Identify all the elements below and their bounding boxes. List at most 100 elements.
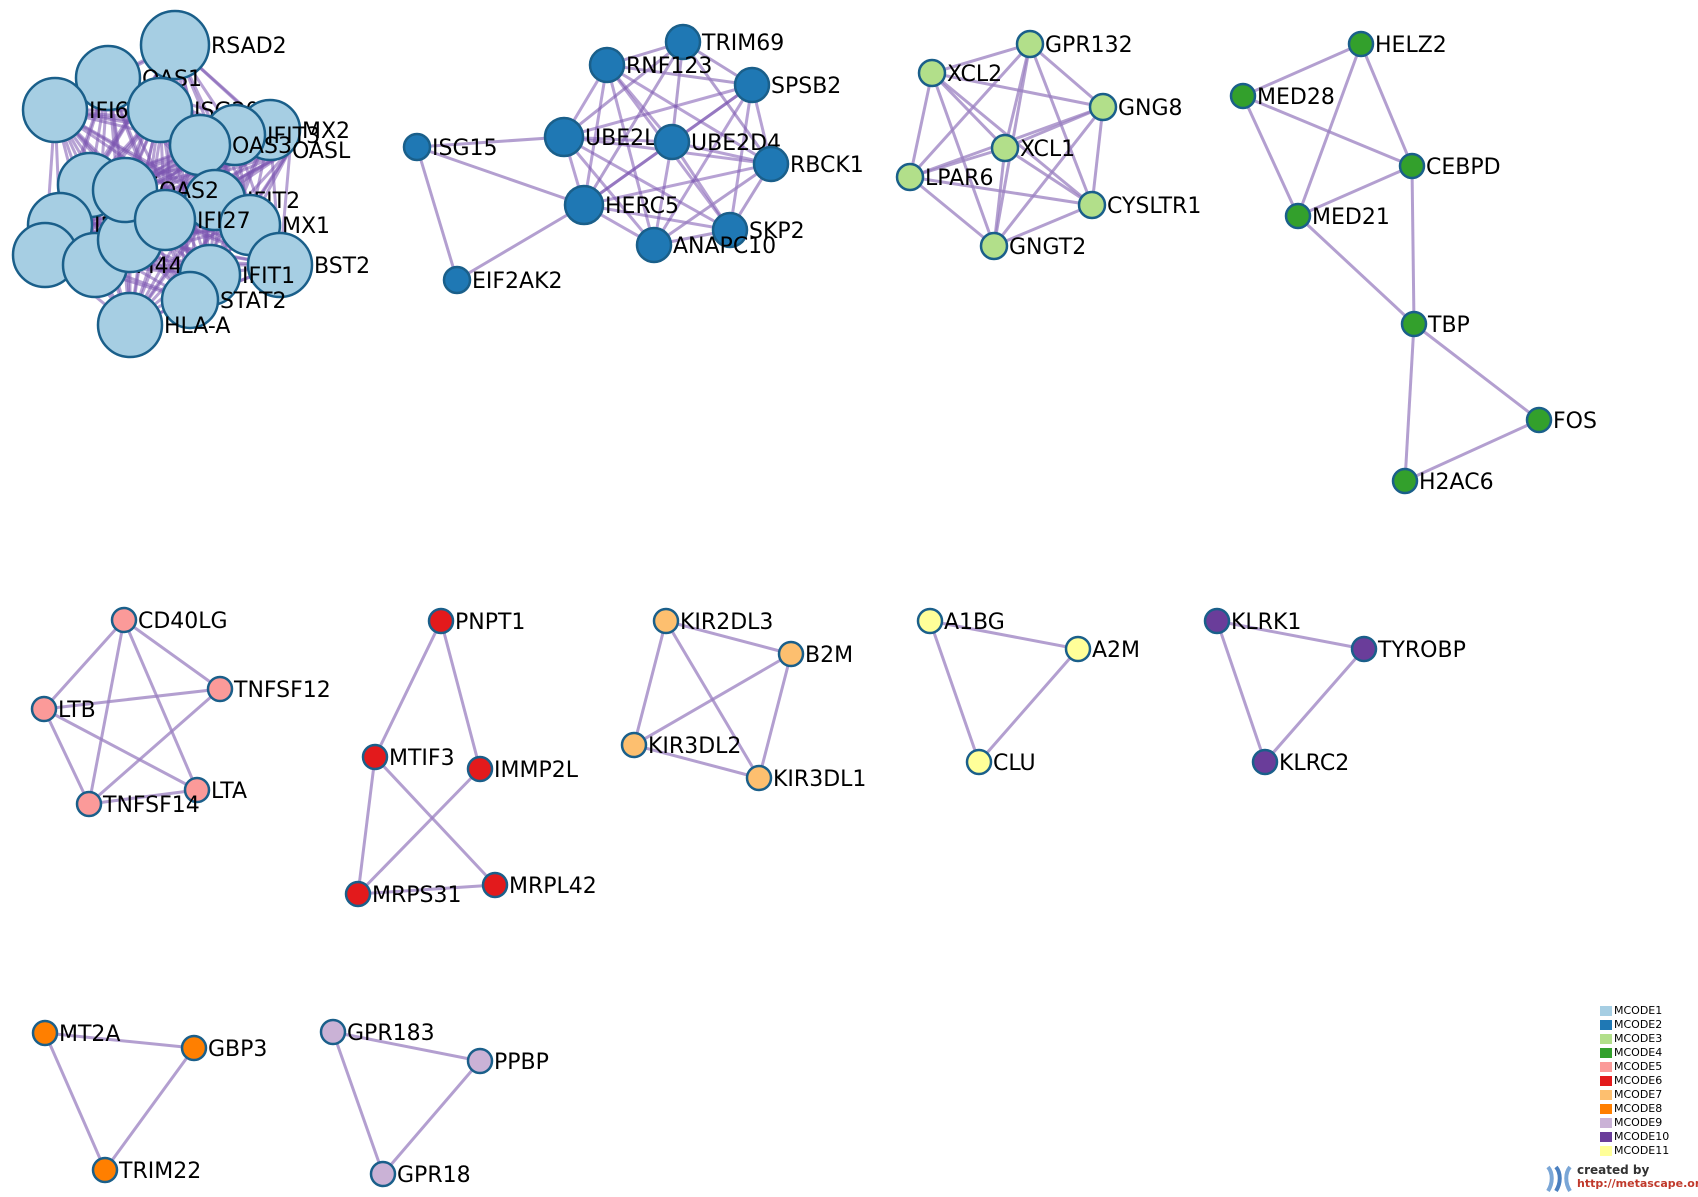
node-circle[interactable] xyxy=(543,116,585,158)
node-rbck1[interactable]: RBCK1 xyxy=(752,145,864,183)
node-cebpd[interactable]: CEBPD xyxy=(1398,152,1501,180)
node-circle[interactable] xyxy=(183,776,211,804)
node-circle[interactable] xyxy=(588,46,626,84)
node-pnpt1[interactable]: PNPT1 xyxy=(427,607,525,635)
node-ube2l6[interactable]: UBE2L6 xyxy=(543,116,670,158)
node-trim69[interactable]: TRIM69 xyxy=(664,23,784,61)
node-mtif3[interactable]: MTIF3 xyxy=(361,743,455,771)
node-lpar6[interactable]: LPAR6 xyxy=(895,162,993,192)
node-circle[interactable] xyxy=(1525,406,1553,434)
node-stat2[interactable]: STAT2 xyxy=(160,270,286,330)
node-circle[interactable] xyxy=(1350,635,1378,663)
node-circle[interactable] xyxy=(21,76,89,144)
node-ifi6[interactable]: IFI6 xyxy=(21,76,129,144)
node-circle[interactable] xyxy=(442,265,472,295)
node-circle[interactable] xyxy=(1398,152,1426,180)
node-gpr18[interactable]: GPR18 xyxy=(369,1160,471,1188)
node-circle[interactable] xyxy=(1284,202,1312,230)
node-circle[interactable] xyxy=(75,790,103,818)
node-xcl2[interactable]: XCL2 xyxy=(917,58,1002,88)
node-xcl1[interactable]: XCL1 xyxy=(990,133,1075,163)
node-circle[interactable] xyxy=(664,23,702,61)
node-ltb[interactable]: LTB xyxy=(30,695,96,723)
node-circle[interactable] xyxy=(133,188,197,252)
node-gngt2[interactable]: GNGT2 xyxy=(979,231,1086,261)
node-circle[interactable] xyxy=(1203,607,1231,635)
node-circle[interactable] xyxy=(1015,29,1045,59)
node-gbp3[interactable]: GBP3 xyxy=(180,1034,267,1062)
node-circle[interactable] xyxy=(733,66,771,104)
node-circle[interactable] xyxy=(979,231,1009,261)
node-circle[interactable] xyxy=(74,44,142,112)
node-oasl[interactable]: OASL xyxy=(292,139,351,164)
node-tnfsf12[interactable]: TNFSF12 xyxy=(206,675,331,703)
node-rnf123[interactable]: RNF123 xyxy=(588,46,712,84)
node-circle[interactable] xyxy=(110,606,138,634)
node-circle[interactable] xyxy=(563,184,605,226)
node-isg15[interactable]: ISG15 xyxy=(402,132,498,162)
node-circle[interactable] xyxy=(745,764,773,792)
node-circle[interactable] xyxy=(466,755,494,783)
node-rsad2[interactable]: RSAD2 xyxy=(139,9,287,81)
node-eif2ak2[interactable]: EIF2AK2 xyxy=(442,265,563,295)
node-helz2[interactable]: HELZ2 xyxy=(1347,30,1447,58)
node-tnfsf14[interactable]: TNFSF14 xyxy=(75,790,200,818)
node-circle[interactable] xyxy=(466,1047,494,1075)
node-skp2[interactable]: SKP2 xyxy=(711,211,805,249)
node-fos[interactable]: FOS xyxy=(1525,406,1597,434)
node-circle[interactable] xyxy=(1088,92,1118,122)
node-b2m[interactable]: B2M xyxy=(777,640,853,668)
node-circle[interactable] xyxy=(319,1018,347,1046)
node-circle[interactable] xyxy=(402,132,432,162)
node-circle[interactable] xyxy=(1229,82,1257,110)
node-gpr132[interactable]: GPR132 xyxy=(1015,29,1133,59)
node-gng8[interactable]: GNG8 xyxy=(1088,92,1183,122)
node-a2m[interactable]: A2M xyxy=(1064,635,1140,663)
node-circle[interactable] xyxy=(139,9,211,81)
node-circle[interactable] xyxy=(246,231,314,299)
node-a1bg[interactable]: A1BG xyxy=(916,607,1005,635)
node-circle[interactable] xyxy=(427,607,455,635)
node-gpr183[interactable]: GPR183 xyxy=(319,1018,435,1046)
node-circle[interactable] xyxy=(96,291,164,359)
node-ppbp[interactable]: PPBP xyxy=(466,1047,549,1075)
node-spsb2[interactable]: SPSB2 xyxy=(733,66,841,104)
node-med21[interactable]: MED21 xyxy=(1284,202,1390,230)
node-circle[interactable] xyxy=(1077,190,1107,220)
node-circle[interactable] xyxy=(206,675,234,703)
node-circle[interactable] xyxy=(1391,467,1419,495)
node-circle[interactable] xyxy=(1251,748,1279,776)
node-circle[interactable] xyxy=(91,1156,119,1184)
node-circle[interactable] xyxy=(481,871,509,899)
node-circle[interactable] xyxy=(361,743,389,771)
node-ifi27[interactable]: IFI27 xyxy=(133,188,251,252)
node-circle[interactable] xyxy=(180,1034,208,1062)
node-circle[interactable] xyxy=(990,133,1020,163)
node-circle[interactable] xyxy=(620,731,648,759)
node-hla-a[interactable]: HLA-A xyxy=(96,291,230,359)
node-circle[interactable] xyxy=(917,58,947,88)
node-circle[interactable] xyxy=(30,695,58,723)
node-anapc10[interactable]: ANAPC10 xyxy=(635,226,776,264)
node-clu[interactable]: CLU xyxy=(965,748,1036,776)
node-circle[interactable] xyxy=(777,640,805,668)
node-trim22[interactable]: TRIM22 xyxy=(91,1156,201,1184)
node-circle[interactable] xyxy=(344,880,372,908)
node-circle[interactable] xyxy=(752,145,790,183)
node-herc5[interactable]: HERC5 xyxy=(563,184,679,226)
node-kir2dl3[interactable]: KIR2DL3 xyxy=(652,607,773,635)
node-med28[interactable]: MED28 xyxy=(1229,82,1335,110)
node-circle[interactable] xyxy=(1347,30,1375,58)
node-circle[interactable] xyxy=(965,748,993,776)
node-circle[interactable] xyxy=(168,113,232,177)
node-circle[interactable] xyxy=(31,1019,59,1047)
node-tbp[interactable]: TBP xyxy=(1400,310,1470,338)
node-kir3dl1[interactable]: KIR3DL1 xyxy=(745,764,866,792)
node-h2ac6[interactable]: H2AC6 xyxy=(1391,467,1494,495)
node-bst2[interactable]: BST2 xyxy=(246,231,370,299)
node-circle[interactable] xyxy=(1064,635,1092,663)
node-circle[interactable] xyxy=(1400,310,1428,338)
node-klrk1[interactable]: KLRK1 xyxy=(1203,607,1301,635)
node-kir3dl2[interactable]: KIR3DL2 xyxy=(620,731,741,759)
node-circle[interactable] xyxy=(635,226,673,264)
